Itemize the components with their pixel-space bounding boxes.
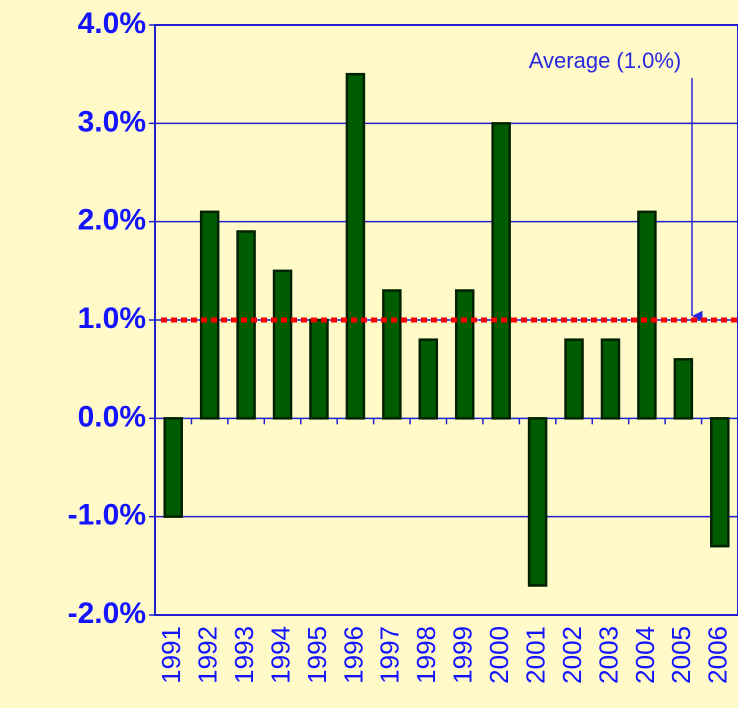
x-tick-label: 2000 <box>484 626 514 684</box>
x-tick-label: 2003 <box>593 626 623 684</box>
bar <box>454 289 475 420</box>
x-tick-label: 2001 <box>520 626 550 684</box>
x-tick-label: 1991 <box>156 626 186 684</box>
bar <box>272 269 293 420</box>
x-tick-label: 2005 <box>666 626 696 684</box>
bar <box>163 417 183 518</box>
x-tick-label: 2006 <box>703 626 733 684</box>
y-tick-label: 3.0% <box>78 105 146 138</box>
bar <box>199 210 220 420</box>
y-tick-label: -1.0% <box>68 499 146 532</box>
x-tick-label: 1992 <box>193 626 223 684</box>
bar <box>382 289 402 420</box>
bar <box>637 210 657 420</box>
x-tick-label: 1998 <box>411 626 441 684</box>
bar <box>600 338 621 420</box>
x-tick-label: 1994 <box>265 626 295 684</box>
y-tick-label: 2.0% <box>78 204 146 237</box>
x-tick-label: 2004 <box>630 626 660 684</box>
bar <box>710 417 730 548</box>
bar <box>527 417 548 587</box>
bar <box>491 122 511 420</box>
bar <box>564 338 584 420</box>
y-tick-label: 4.0% <box>78 7 146 40</box>
bar <box>673 358 694 420</box>
annotation: Average (1.0%) <box>529 48 681 73</box>
x-tick-label: 1993 <box>229 626 259 684</box>
bar <box>236 230 256 420</box>
y-tick-label: 0.0% <box>78 400 146 433</box>
y-tick-label: -2.0% <box>68 597 146 630</box>
bar <box>309 318 329 420</box>
x-tick-label: 1999 <box>448 626 478 684</box>
bar <box>418 338 439 420</box>
x-tick-label: 2002 <box>557 626 587 684</box>
x-tick-label: 1997 <box>375 626 405 684</box>
y-tick-label: 1.0% <box>78 302 146 335</box>
x-tick-label: 1996 <box>338 626 368 684</box>
bar <box>345 72 366 420</box>
x-tick-label: 1995 <box>302 626 332 684</box>
